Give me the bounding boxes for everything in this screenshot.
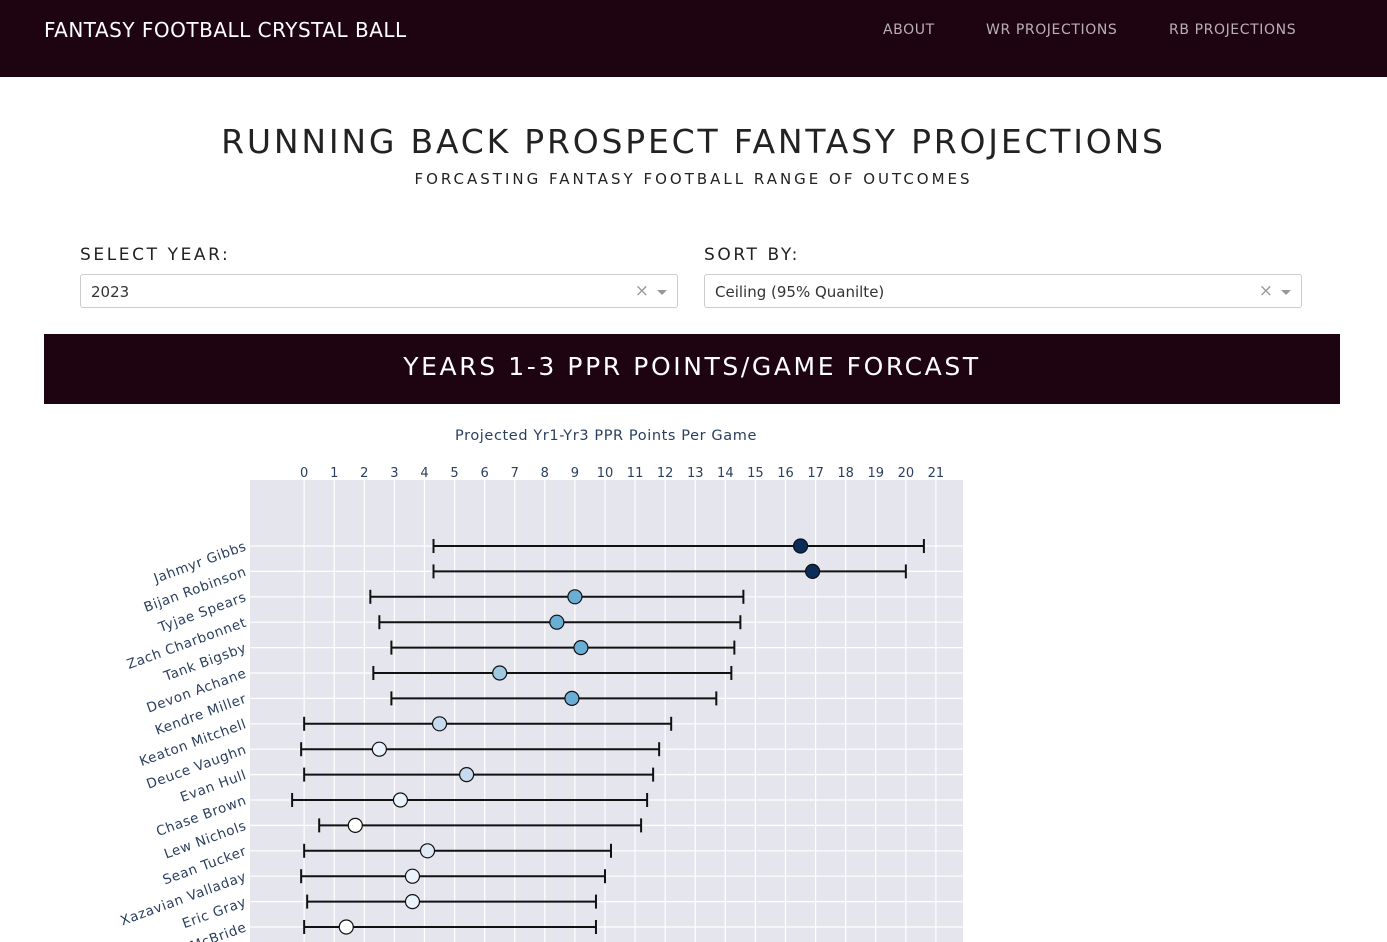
chart-banner-title: YEARS 1-3 PPR POINTS/GAME FORCAST	[403, 352, 981, 381]
sort-by-label: SORT BY:	[704, 245, 800, 265]
brand-title[interactable]: FANTASY FOOTBALL CRYSTAL BALL	[44, 18, 407, 42]
nav-link-wr-projections[interactable]: WR PROJECTIONS	[986, 22, 1118, 38]
x-tick-label: 9	[571, 466, 579, 481]
clear-icon[interactable]: ×	[634, 281, 649, 301]
projection-point[interactable]	[338, 919, 354, 935]
chevron-down-icon[interactable]	[657, 290, 667, 295]
x-tick-label: 18	[837, 466, 854, 481]
page-subtitle: FORCASTING FANTASY FOOTBALL RANGE OF OUT…	[414, 170, 973, 188]
nav-link-about[interactable]: ABOUT	[883, 22, 935, 38]
x-tick-label: 19	[867, 466, 884, 481]
projection-point[interactable]	[564, 690, 580, 706]
chart-banner: YEARS 1-3 PPR POINTS/GAME FORCAST	[44, 334, 1340, 404]
x-tick-label: 8	[541, 466, 549, 481]
projection-point[interactable]	[392, 792, 409, 808]
x-tick-label: 2	[360, 466, 368, 481]
projection-point[interactable]	[347, 817, 363, 833]
year-select-value: 2023	[91, 283, 130, 301]
x-tick-label: 0	[300, 466, 308, 481]
projection-point[interactable]	[459, 767, 475, 783]
x-tick-label: 17	[807, 466, 824, 481]
x-tick-label: 10	[597, 466, 614, 481]
projection-point[interactable]	[573, 640, 589, 656]
projection-point[interactable]	[431, 716, 448, 732]
x-tick-label: 14	[717, 466, 734, 481]
x-tick-label: 12	[657, 466, 674, 481]
x-tick-label: 15	[747, 466, 764, 481]
nav-link-rb-projections[interactable]: RB PROJECTIONS	[1169, 22, 1297, 38]
sort-select[interactable]: Ceiling (95% Quanilte) ×	[704, 274, 1302, 308]
x-tick-label: 21	[928, 466, 945, 481]
projection-chart[interactable]: 0 1 2 3 4 5 6 7 8 9 10 11 12 13 14 15 16 17 18 19 20 21Projec…	[0, 404, 1387, 942]
x-tick-label: 13	[687, 466, 704, 481]
sort-select-value: Ceiling (95% Quanilte)	[715, 283, 885, 301]
x-tick-label: 11	[627, 466, 644, 481]
plot-area	[250, 480, 963, 942]
year-select[interactable]: 2023 ×	[80, 274, 678, 308]
x-tick-label: 6	[481, 466, 489, 481]
projection-point[interactable]	[371, 741, 387, 757]
chevron-down-icon[interactable]	[1281, 290, 1291, 295]
x-tick-label: 5	[450, 466, 458, 481]
select-year-label: SELECT YEAR:	[80, 245, 231, 265]
projection-point[interactable]	[492, 665, 508, 681]
projection-point[interactable]	[804, 563, 821, 579]
chart-title: Projected Yr1-Yr3 PPR Points Per Game	[455, 428, 757, 444]
page-title: RUNNING BACK PROSPECT FANTASY PROJECTION…	[221, 122, 1166, 161]
x-tick-label: 20	[898, 466, 915, 481]
navbar: FANTASY FOOTBALL CRYSTAL BALL ABOUT WR P…	[0, 0, 1387, 77]
projection-point[interactable]	[549, 614, 565, 630]
projection-point[interactable]	[419, 843, 436, 859]
projection-point[interactable]	[404, 894, 421, 910]
projection-point[interactable]	[404, 868, 421, 884]
x-tick-label: 7	[511, 466, 519, 481]
projection-point[interactable]	[792, 538, 809, 554]
clear-icon[interactable]: ×	[1258, 281, 1273, 301]
x-tick-label: 1	[330, 466, 338, 481]
x-tick-label: 4	[420, 466, 428, 481]
x-tick-label: 3	[390, 466, 398, 481]
projection-point[interactable]	[567, 589, 583, 605]
x-tick-label: 16	[777, 466, 794, 481]
